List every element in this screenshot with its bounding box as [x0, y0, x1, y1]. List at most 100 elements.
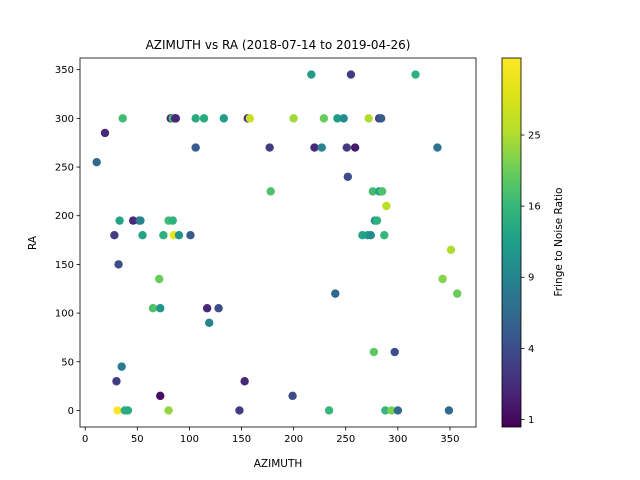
data-point	[288, 391, 297, 401]
data-points	[92, 70, 462, 415]
colorbar-tick-label: 9	[528, 273, 534, 284]
data-point	[438, 274, 447, 284]
data-point	[393, 406, 403, 415]
y-tick-label: 200	[55, 211, 74, 222]
x-tick-label: 200	[284, 434, 303, 445]
data-point	[339, 114, 348, 123]
colorbar-tick-label: 1	[528, 415, 534, 426]
data-point	[307, 70, 316, 79]
colorbar-tick-label: 16	[528, 202, 541, 213]
data-point	[202, 304, 212, 313]
data-point	[118, 114, 127, 123]
data-point	[346, 70, 356, 79]
y-tick-label: 250	[55, 163, 74, 174]
colorbar-ticks: 1 4 9 16 25	[521, 131, 541, 426]
colorbar-tick-label: 25	[528, 131, 541, 142]
data-point	[164, 406, 173, 415]
data-point	[387, 406, 396, 415]
y-tick-label: 50	[61, 357, 74, 368]
data-point	[114, 260, 123, 269]
data-point	[343, 172, 353, 181]
data-point	[382, 201, 391, 211]
data-point	[128, 216, 138, 225]
y-tick-label: 0	[68, 406, 74, 417]
x-axis-label: AZIMUTH	[254, 458, 303, 470]
colorbar	[501, 57, 522, 428]
data-point	[199, 114, 209, 123]
data-point	[433, 143, 442, 152]
x-tick-label: 100	[180, 434, 199, 445]
data-point	[138, 230, 147, 240]
y-tick-label: 100	[55, 309, 74, 320]
x-tick-label: 0	[82, 434, 88, 445]
data-point	[115, 216, 124, 225]
data-point	[136, 216, 145, 225]
data-point	[364, 114, 373, 123]
y-tick-label: 300	[55, 114, 74, 125]
data-point	[324, 406, 334, 415]
data-point	[92, 157, 101, 167]
data-point	[453, 289, 462, 298]
chart-title: AZIMUTH vs RA (2018-07-14 to 2019-04-26)	[146, 38, 411, 52]
data-point	[171, 114, 181, 123]
data-point	[240, 377, 249, 386]
data-point	[333, 114, 342, 123]
data-point	[113, 406, 122, 415]
data-point	[155, 274, 164, 284]
data-point	[191, 114, 200, 123]
colorbar-tick-label: 4	[528, 344, 534, 355]
y-axis-ticks: 0 50 100 150 200 250 300 350	[55, 65, 80, 417]
data-point	[168, 216, 177, 225]
data-point	[319, 114, 329, 123]
x-axis-ticks: 0 50 100 150 200 250 300 350	[82, 427, 459, 445]
data-point	[123, 406, 133, 415]
data-point	[235, 406, 244, 415]
data-point	[245, 114, 255, 123]
data-point	[331, 289, 340, 298]
data-point	[444, 406, 454, 415]
data-point	[368, 187, 378, 196]
plot-frame	[79, 57, 477, 428]
x-tick-label: 150	[232, 434, 251, 445]
x-tick-label: 300	[388, 434, 407, 445]
data-point	[381, 406, 390, 415]
data-point	[265, 143, 274, 152]
data-point	[117, 362, 126, 371]
data-point	[369, 347, 379, 357]
x-tick-label: 50	[131, 434, 144, 445]
y-axis-label: RA	[27, 235, 39, 250]
data-point	[446, 245, 456, 255]
data-point	[112, 377, 121, 386]
data-point	[266, 187, 275, 196]
data-point	[372, 216, 382, 225]
data-point	[350, 143, 360, 152]
y-tick-label: 350	[55, 65, 74, 76]
data-point	[376, 114, 386, 123]
data-point	[148, 304, 158, 313]
data-point	[390, 347, 399, 357]
data-point	[378, 187, 387, 196]
data-point	[159, 230, 168, 240]
x-tick-label: 250	[336, 434, 355, 445]
data-point	[100, 128, 110, 138]
data-point	[342, 143, 351, 152]
y-tick-label: 150	[55, 260, 74, 271]
data-point	[156, 304, 165, 313]
data-point	[186, 230, 195, 240]
data-point	[317, 143, 326, 152]
data-point	[380, 230, 389, 240]
x-tick-label: 350	[440, 434, 459, 445]
data-point	[310, 143, 319, 152]
data-point	[366, 230, 375, 240]
data-point	[174, 230, 184, 240]
data-point	[156, 391, 165, 401]
data-point	[219, 114, 229, 123]
data-point	[110, 230, 119, 240]
data-point	[205, 318, 214, 328]
data-point	[214, 304, 223, 313]
data-point	[191, 143, 200, 152]
data-point	[411, 70, 420, 79]
data-point	[289, 114, 298, 123]
colorbar-label: Fringe to Noise Ratio	[553, 188, 565, 297]
